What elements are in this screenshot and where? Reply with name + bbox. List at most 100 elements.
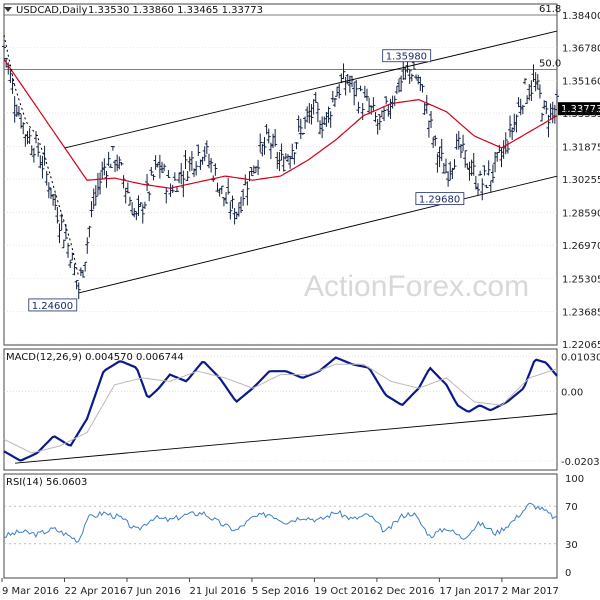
ohlc-bar — [520, 104, 525, 115]
ohlc-bar — [309, 104, 314, 125]
ohlc-bar — [452, 159, 457, 170]
ohlc-bar — [535, 74, 540, 90]
ohlc-bar — [330, 90, 335, 103]
x-tick-label: 21 Jul 2016 — [189, 586, 246, 597]
watermark-text: ActionForex.com — [304, 270, 529, 303]
x-tick-label: 5 Sep 2016 — [252, 586, 309, 597]
ohlc-bar — [142, 201, 147, 209]
ohlc-bar — [213, 163, 218, 176]
ohlc-bar — [108, 163, 113, 168]
ohlc-bar — [21, 122, 26, 135]
ohlc-bar — [91, 188, 96, 210]
rsi-tick-label: 30 — [565, 540, 578, 551]
ohlc-bar — [332, 97, 337, 107]
ohlc-bar — [347, 75, 352, 93]
ohlc-bar — [386, 104, 391, 117]
ohlc-bar — [448, 161, 453, 181]
ohlc-bar — [341, 63, 346, 80]
ohlc-bar — [305, 106, 310, 123]
ohlc-bar — [352, 82, 357, 106]
x-tick-label: 22 Apr 2016 — [64, 586, 126, 597]
ohlc-bar — [337, 83, 342, 99]
ohlc-bar — [324, 111, 329, 127]
ohlc-bar — [358, 85, 363, 92]
ohlc-bar — [433, 135, 438, 147]
ohlc-bar — [149, 166, 154, 176]
price-tick-label: 1.36780 — [562, 44, 600, 55]
ohlc-bar — [508, 115, 513, 138]
rsi-title: RSI(14) 56.0603 — [6, 477, 87, 488]
ohlc-bar — [170, 184, 175, 194]
ohlc-bar — [397, 78, 401, 93]
x-tick-label: 9 Mar 2016 — [2, 586, 59, 597]
ohlc-bar — [164, 187, 169, 204]
x-tick-label: 17 Jan 2017 — [439, 586, 499, 597]
ohlc-bar — [260, 143, 265, 157]
ohlc-bar — [226, 178, 231, 195]
price-annotation: 1.29680 — [415, 192, 465, 206]
rsi-tick-label: 0 — [565, 568, 571, 579]
macd-line — [3, 356, 558, 462]
ohlc-bar — [172, 172, 177, 181]
ohlc-bar — [279, 143, 284, 161]
ohlc-bar — [399, 75, 404, 92]
ohlc-bar — [518, 98, 523, 116]
ohlc-bar — [311, 99, 316, 115]
ohlc-bar — [322, 116, 327, 125]
ohlc-bar — [36, 142, 41, 157]
price-tick-label: 1.23685 — [562, 307, 600, 318]
ohlc-bar — [463, 150, 468, 168]
ohlc-bar — [230, 195, 235, 209]
ohlc-bar — [66, 242, 71, 258]
ohlc-bar — [189, 151, 194, 171]
ohlc-bar — [473, 175, 478, 190]
ohlc-bar — [181, 170, 186, 198]
ohlc-bar — [416, 74, 421, 85]
ohlc-bar — [548, 103, 553, 121]
ohlc-bar — [215, 182, 220, 192]
channel-lower-line — [78, 175, 558, 294]
ohlc-bar — [328, 111, 333, 128]
rsi-panel-frame — [3, 473, 558, 579]
ohlc-bar — [81, 270, 85, 278]
ohlc-bar — [14, 104, 19, 117]
ohlc-bar — [478, 170, 483, 176]
ohlc-bar — [540, 112, 545, 122]
ohlc-bar — [384, 96, 389, 105]
ohlc-bar — [320, 116, 325, 139]
ohlc-bar — [514, 114, 519, 133]
ohlc-bar — [407, 69, 412, 84]
ohlc-bar — [57, 223, 62, 244]
ohlc-bar — [196, 144, 201, 157]
svg-text:1.29680: 1.29680 — [419, 195, 460, 206]
ohlc-bar — [465, 163, 470, 169]
ohlc-bar — [134, 211, 139, 221]
ohlc-bar — [140, 204, 145, 224]
ohlc-bar — [177, 172, 182, 184]
ohlc-bar — [542, 100, 547, 110]
ohlc-bar — [277, 152, 282, 172]
ohlc-bar — [34, 131, 39, 144]
rsi-tick-label: 70 — [565, 502, 578, 513]
symbol-label: USDCAD,Daily — [16, 5, 87, 16]
ohlc-bar — [8, 68, 13, 83]
ohlc-bar — [435, 153, 440, 173]
ohlc-bar — [512, 113, 517, 132]
ohlc-bar — [531, 64, 536, 83]
collapse-triangle-icon[interactable] — [4, 7, 12, 12]
ohlc-bar — [119, 161, 124, 166]
ohlc-label: 1.33530 1.33860 1.33465 1.33773 — [88, 5, 263, 16]
ohlc-bar — [72, 263, 77, 276]
ohlc-bar — [266, 128, 271, 144]
ohlc-bar — [555, 89, 559, 104]
ohlc-bar — [31, 147, 36, 163]
ohlc-bar — [510, 127, 515, 140]
ohlc-bar — [313, 91, 318, 103]
ohlc-bar — [174, 186, 179, 193]
ohlc-bar — [343, 76, 348, 96]
channel-upper-line — [64, 30, 558, 149]
ohlc-bar — [202, 146, 207, 162]
ohlc-bar — [61, 239, 66, 249]
ohlc-bar — [29, 145, 34, 156]
ohlc-bar — [125, 182, 130, 194]
